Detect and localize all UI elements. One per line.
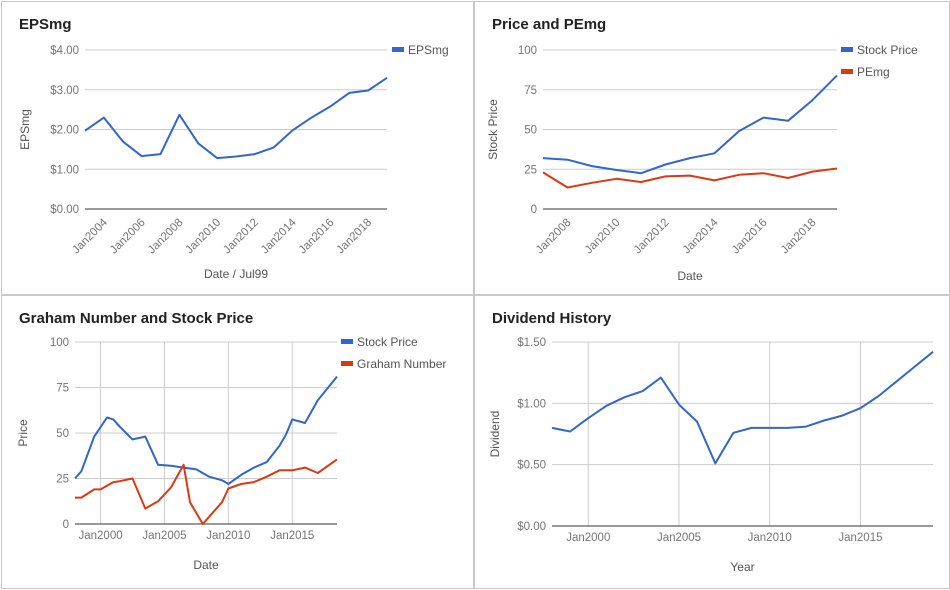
y-axis-title: Price	[16, 419, 30, 447]
y-tick-label: $0.00	[517, 521, 546, 533]
x-tick-label: Jan2010	[748, 532, 792, 544]
y-tick-label: 25	[524, 164, 537, 176]
y-tick-label: $0.00	[50, 204, 79, 216]
series-line-series	[551, 351, 934, 465]
chart-title: EPSmg	[19, 16, 72, 33]
panel-epsmg: EPSmg $0.00 $1.00 $2.00 $3.00 $4.00 Jan2004 Ja…	[1, 1, 474, 295]
x-tick-label: Jan2010	[206, 530, 250, 542]
x-axis-title: Date / Jul99	[204, 267, 268, 281]
legend-swatch	[841, 69, 853, 74]
legend-label: EPSmg	[408, 43, 449, 57]
x-tick-label: Jan2014	[681, 216, 721, 256]
y-tick-label: 75	[524, 85, 537, 97]
x-tick-label: Jan2005	[657, 532, 701, 544]
y-tick-label: 50	[524, 125, 537, 137]
x-tick-label: Jan2000	[78, 530, 122, 542]
x-tick-label: Jan2010	[583, 217, 623, 257]
x-tick-label: Jan2018	[335, 217, 375, 257]
panel-price-pemg: Price and PEmg 0 25 50 75 100 Jan2008 Jan2010 J…	[474, 1, 950, 295]
y-tick-label: $1.00	[517, 398, 546, 410]
y-axis-title: Dividend	[488, 411, 502, 458]
x-tick-label: Jan2012	[221, 217, 261, 257]
x-tick-label: Jan2018	[779, 217, 819, 257]
y-tick-label: $1.50	[517, 337, 546, 349]
x-tick-label: Jan2004	[70, 216, 110, 256]
series-line-epsmg	[84, 76, 388, 160]
legend-swatch	[341, 361, 353, 366]
chart-dividend: $0.00 $0.50 $1.00 $1.50 Jan2000 Jan2005 Jan201…	[488, 337, 934, 574]
x-tick-label: Jan2012	[632, 217, 672, 257]
legend-swatch	[341, 339, 353, 344]
series-line-pemg	[542, 167, 838, 189]
y-tick-label: 50	[56, 428, 69, 440]
x-tick-label: Jan2008	[146, 217, 186, 257]
x-tick-label: Jan2015	[270, 530, 314, 542]
chart-epsmg: $0.00$1.00$2.00$3.00$4.00Jan2004Jan2006J…	[18, 43, 449, 281]
x-tick-label: Jan2006	[108, 217, 148, 257]
y-tick-label: $0.50	[517, 460, 546, 472]
legend-label: PEmg	[857, 65, 890, 79]
y-tick-label: 25	[56, 474, 69, 486]
x-axis-title: Date	[193, 558, 219, 572]
y-axis-title: EPSmg	[18, 109, 32, 150]
chart-graham: 0 25 50 75 100 Jan2000 Jan2005 Jan2010 Jan2015 Da…	[16, 335, 446, 572]
x-tick-label: Jan2008	[534, 217, 574, 257]
legend-swatch	[392, 47, 404, 52]
y-tick-label: $2.00	[50, 125, 79, 137]
y-tick-label: $3.00	[50, 85, 79, 97]
x-axis-title: Year	[730, 560, 754, 574]
legend-label: Graham Number	[357, 357, 446, 371]
x-tick-label: Jan2016	[297, 217, 337, 257]
y-tick-label: $1.00	[50, 164, 79, 176]
y-axis-title: Stock Price	[486, 99, 500, 160]
x-axis-title: Date	[677, 269, 703, 283]
chart-title: Dividend History	[492, 310, 612, 327]
x-tick-label: Jan2000	[566, 532, 610, 544]
y-tick-label: 100	[50, 337, 69, 349]
legend-label: Stock Price	[857, 43, 918, 57]
panel-graham: Graham Number and Stock Price 0 25 50 75 100…	[1, 295, 474, 589]
y-tick-label: 75	[56, 383, 69, 395]
x-tick-label: Jan2005	[142, 530, 186, 542]
x-tick-label: Jan2010	[184, 217, 224, 257]
legend-label: Stock Price	[357, 335, 418, 349]
x-tick-label: Jan2016	[730, 217, 770, 257]
y-tick-label: 0	[531, 204, 537, 216]
legend-swatch	[841, 47, 853, 52]
series-line-graham-number	[75, 458, 338, 525]
y-tick-label: 0	[63, 519, 69, 531]
chart-title: Price and PEmg	[492, 16, 607, 33]
x-tick-label: Jan2014	[259, 216, 299, 256]
chart-title: Graham Number and Stock Price	[19, 310, 254, 327]
panel-dividend: Dividend History $0.00 $0.50 $1.00 $1.50 Jan…	[474, 295, 950, 589]
x-tick-label: Jan2015	[838, 532, 882, 544]
y-tick-label: $4.00	[50, 45, 79, 57]
series-line-stock-price	[74, 375, 338, 485]
y-tick-label: 100	[518, 45, 537, 57]
series-line-stock-price	[542, 74, 838, 175]
